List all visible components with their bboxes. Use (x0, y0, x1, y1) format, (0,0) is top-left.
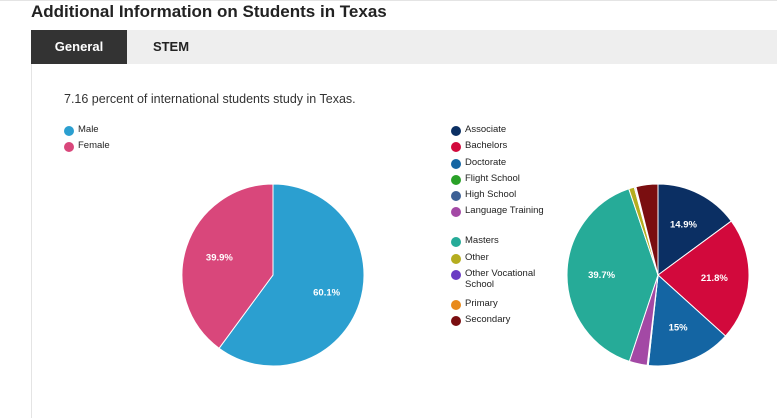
data-label-female: 39.9% (206, 252, 233, 263)
page-title: Additional Information on Students in Te… (31, 2, 387, 21)
legend-item-masters[interactable]: Masters (451, 235, 561, 251)
legend-swatch (451, 174, 461, 185)
legend-label: Language Training (465, 205, 544, 217)
legend-label: Female (78, 140, 110, 151)
degree-pie-chart: 14.9% 21.8% 15% 39.7% (566, 183, 750, 367)
legend-swatch (451, 158, 461, 169)
legend-label: Masters (465, 235, 499, 247)
data-label-male: 60.1% (313, 288, 340, 299)
legend-swatch (451, 142, 461, 153)
legend-item-associate[interactable]: Associate (451, 124, 561, 140)
legend-swatch (64, 142, 74, 152)
pie-slice-bachelors[interactable] (657, 220, 750, 337)
top-divider (0, 0, 777, 1)
legend-label: Other Vocational School (465, 268, 536, 291)
legend-item-primary[interactable]: Primary (451, 298, 561, 314)
legend-swatch (451, 126, 461, 136)
gender-pie-chart: 60.1% 39.9% (181, 183, 365, 367)
legend-swatch (451, 300, 461, 311)
tab-stem[interactable]: STEM (152, 39, 190, 54)
summary-text: 7.16 percent of international students s… (64, 92, 356, 106)
legend-label: Flight School (465, 172, 520, 184)
legend-item-female[interactable]: Female (64, 140, 144, 156)
legend-swatch (451, 316, 461, 327)
legend-label: Secondary (465, 314, 511, 326)
gender-legend: Male Female (64, 124, 144, 156)
legend-item-bachelors[interactable]: Bachelors (451, 140, 561, 156)
legend-label: Associate (465, 124, 507, 135)
pie-slice-doctorate[interactable] (647, 273, 727, 367)
content-panel (31, 64, 777, 418)
pie-slice-female[interactable] (181, 183, 274, 349)
legend-item-other[interactable]: Other (451, 252, 561, 268)
legend-swatch (451, 191, 461, 202)
data-label-bachelors: 21.8% (701, 273, 728, 284)
pie-slice-secondary[interactable] (635, 183, 659, 276)
legend-item-language-training[interactable]: Language Training (451, 205, 561, 235)
legend-swatch (451, 270, 461, 281)
legend-item-doctorate[interactable]: Doctorate (451, 157, 561, 173)
data-label-masters: 39.7% (588, 270, 615, 281)
pie-slice-associate[interactable] (657, 183, 732, 276)
legend-item-secondary[interactable]: Secondary (451, 314, 561, 330)
legend-item-high-school[interactable]: High School (451, 189, 561, 205)
degree-legend: Associate Bachelors Doctorate Flight School… (451, 124, 561, 331)
legend-swatch (64, 126, 74, 136)
legend-label: Primary (465, 298, 498, 310)
legend-swatch (451, 237, 461, 248)
tab-general[interactable]: General (31, 30, 127, 64)
legend-label: High School (465, 189, 517, 201)
legend-swatch (451, 253, 461, 264)
data-label-doctorate: 15% (669, 323, 689, 334)
pie-slice-male[interactable] (218, 183, 365, 367)
legend-item-other-vocational-school[interactable]: Other Vocational School (451, 268, 561, 298)
legend-label: Male (78, 124, 99, 135)
legend-label: Bachelors (465, 140, 508, 152)
legend-label: Doctorate (465, 156, 507, 168)
pie-slice-masters[interactable] (566, 188, 659, 363)
legend-item-flight-school[interactable]: Flight School (451, 173, 561, 189)
legend-label: Other (465, 251, 489, 263)
tab-bar: General STEM (31, 30, 777, 64)
legend-item-male[interactable]: Male (64, 124, 144, 140)
data-label-associate: 14.9% (670, 220, 697, 231)
legend-swatch (451, 207, 461, 218)
